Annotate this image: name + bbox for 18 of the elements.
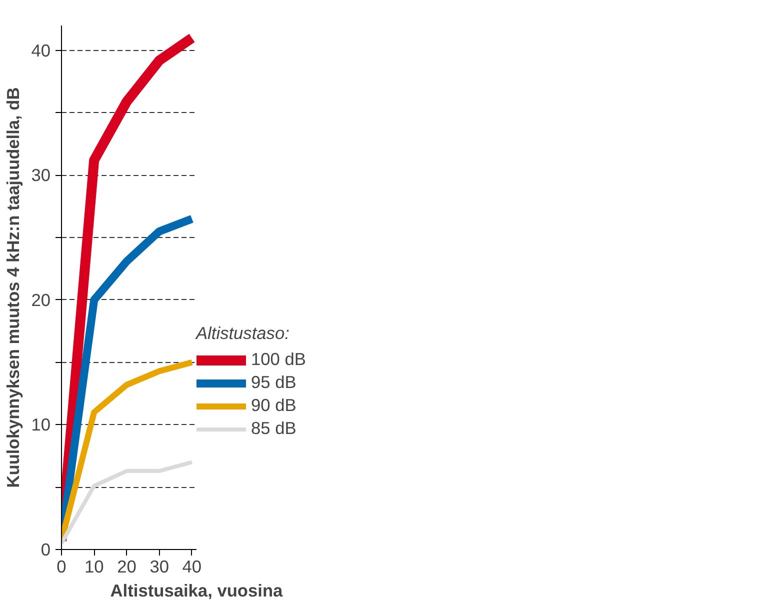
legend-label: 85 dB	[251, 418, 298, 439]
line-series	[62, 460, 194, 546]
x-tick-label: 0	[56, 556, 66, 576]
legend-label: 90 dB	[251, 395, 298, 416]
y-axis-title: Kuulokynnyksen muutos 4 kHz:n taajuudella, dB	[3, 87, 24, 488]
x-axis-title: Altistusaika, vuosina	[110, 580, 284, 600]
x-tick-label: 30	[150, 556, 169, 576]
legend-label: 95 dB	[251, 372, 298, 393]
y-tick-label: 30	[31, 165, 51, 186]
y-tick-label: 0	[40, 540, 51, 560]
legend-title: Altistustaso:	[196, 323, 290, 344]
y-tick-label: 20	[31, 290, 51, 310]
legend-label: 100 dB	[251, 349, 307, 370]
y-tick-label: 10	[31, 414, 51, 435]
x-tick-label: 10	[84, 556, 104, 576]
x-tick-label: 20	[117, 556, 136, 576]
x-tick-label: 40	[182, 556, 202, 576]
y-tick-label: 40	[31, 40, 51, 60]
